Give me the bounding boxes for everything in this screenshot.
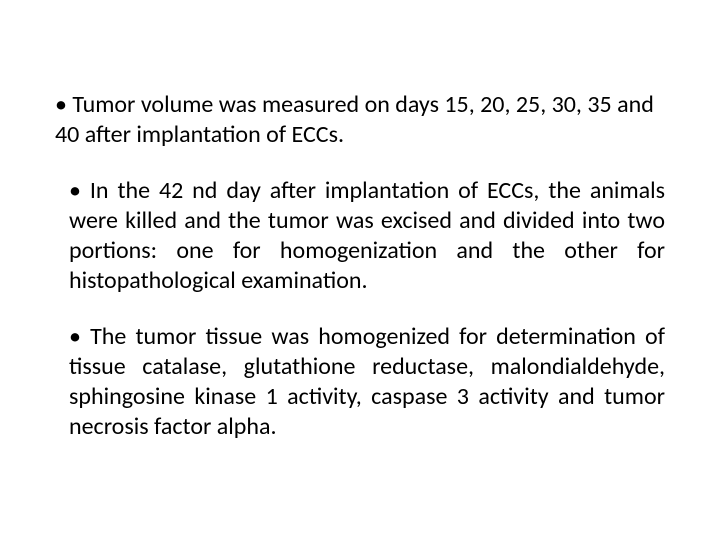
bullet-item-2: • In the 42 nd day after implantation of… — [55, 176, 665, 296]
bullet-item-1: • Tumor volume was measured on days 15, … — [55, 90, 665, 150]
slide-container: • Tumor volume was measured on days 15, … — [0, 0, 720, 540]
bullet-item-3: • The tumor tissue was homogenized for d… — [55, 322, 665, 442]
